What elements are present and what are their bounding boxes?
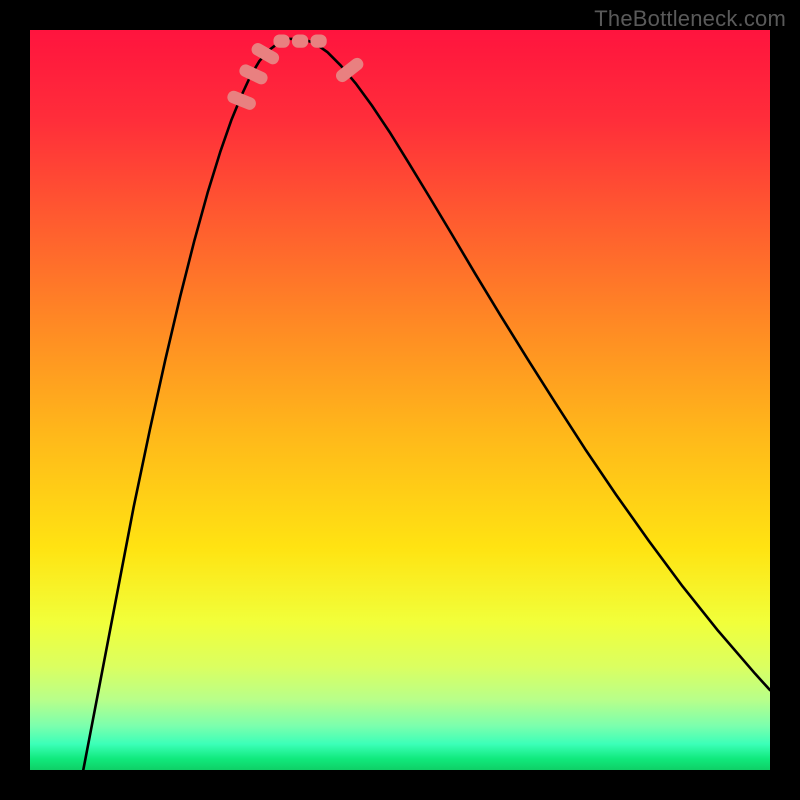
chart-frame: TheBottleneck.com: [0, 0, 800, 800]
watermark-text: TheBottleneck.com: [594, 6, 786, 32]
marker: [292, 34, 308, 47]
bottleneck-chart: [30, 30, 770, 770]
marker: [310, 34, 326, 47]
chart-svg: [30, 30, 770, 770]
marker: [273, 34, 289, 47]
chart-background: [30, 30, 770, 770]
